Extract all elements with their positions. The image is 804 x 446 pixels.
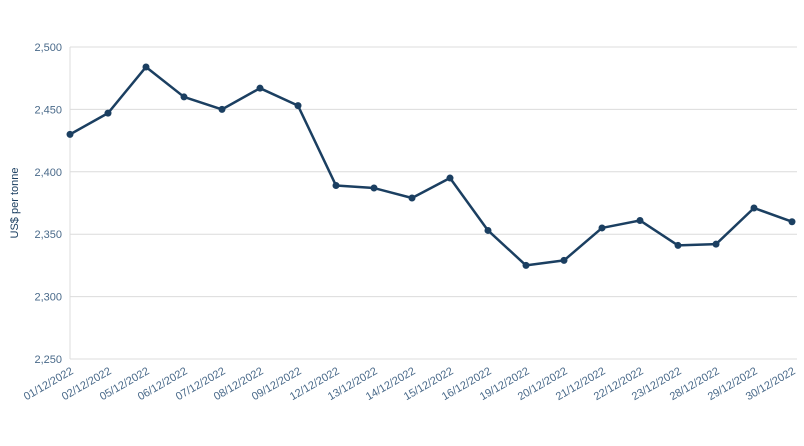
y-tick-label: 2,350 [34,229,62,241]
y-tick-label: 2,250 [34,354,62,366]
y-tick-label: 2,450 [34,104,62,116]
point [408,194,416,202]
point [104,109,112,117]
point [598,224,606,232]
point [484,226,492,234]
y-tick-label: 2,300 [34,292,62,304]
point [332,182,340,190]
point [560,256,568,264]
point [218,105,226,113]
point [370,184,378,192]
y-tick-label: 2,400 [34,167,62,179]
point [180,93,188,101]
point [446,174,454,182]
point [750,204,758,212]
point [636,216,644,224]
point [142,63,150,71]
y-axis-label: US$ per tonne [9,168,21,239]
point [712,240,720,248]
point [294,102,302,110]
y-tick-label: 2,500 [34,42,62,54]
point [674,241,682,249]
point [66,130,74,138]
point [788,218,796,226]
point [522,261,530,269]
point [256,84,264,92]
line [69,65,793,267]
